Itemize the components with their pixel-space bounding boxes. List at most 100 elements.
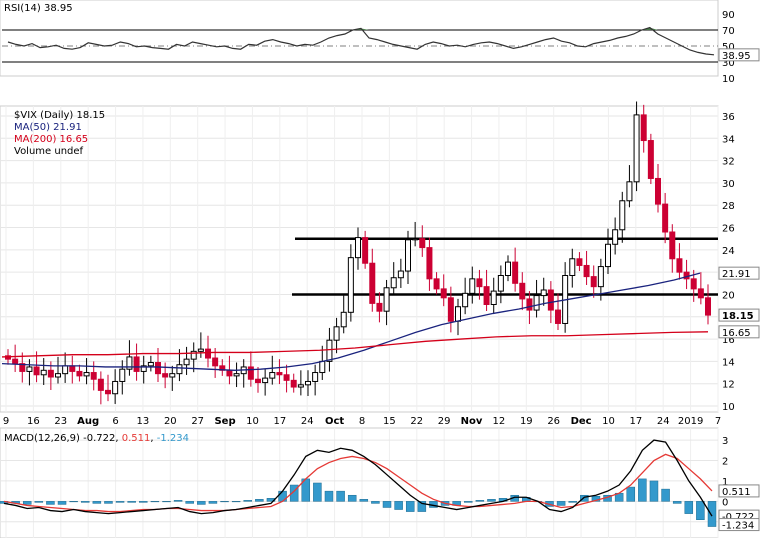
macd-hist-bar [139,501,148,503]
candle-body [397,270,404,279]
candle-body [62,365,69,375]
candle-body [269,372,276,379]
candle-body [69,365,76,372]
macd-plot [0,439,717,527]
candle-body [5,355,11,360]
candle-body [676,258,683,273]
price-tick-12: 12 [722,380,735,391]
x-tick-label: 24 [657,416,670,427]
macd-legend: MACD(12,26,9) -0.722, 0.511, -1.234 [4,433,189,444]
x-tick-label: 17 [273,416,286,427]
candle-body [383,287,390,312]
candle-body [55,373,61,378]
macd-hist-bar [162,501,171,503]
macd-hist-bar [57,501,67,505]
candle-body [505,261,511,277]
price-plot [1,101,718,405]
candle-body [462,292,469,308]
candle-body [376,302,383,312]
macd-hist-bar [92,501,102,504]
price-tick-16: 16 [722,335,735,346]
candle-body [126,356,133,370]
macd-hist-bar [278,490,287,502]
candle-body [105,389,111,395]
macd-hist-bar [487,499,496,502]
macd-hist-bar [464,501,473,503]
macd-hist-bar [394,501,403,510]
candle-body [12,358,19,365]
x-tick-label: 12 [493,416,506,427]
candle-body [140,365,147,372]
macd-hist-value-badge [718,518,760,532]
macd-hist-bar [197,501,206,505]
candle-body [447,297,454,322]
candle-body [176,364,183,375]
x-tick-label: 26 [547,416,560,427]
candle-body [419,238,426,249]
last-price-badge [718,308,760,322]
ma50-value-label: 21.91 [722,269,751,280]
candle-body [455,306,461,322]
macd-hist-bar [173,500,183,502]
macd-hist-bar [324,490,334,502]
x-tick-label: 10 [246,416,259,427]
price-tick-26: 26 [722,224,735,235]
macd-legend-hist: -1.234 [157,433,189,444]
macd-hist-bar [127,501,136,503]
candle-body [362,237,369,264]
price-tick-32: 32 [722,157,735,168]
candle-body [197,348,204,352]
candle-body [205,348,211,359]
candle-body [469,278,476,294]
candle-body [512,261,519,284]
macd-hist-bar [115,501,125,503]
candle-body [155,362,161,375]
macd-hist-bar [289,484,299,502]
candle-body [226,369,233,377]
x-tick-label: 2019 [678,416,703,427]
x-tick-label: 27 [191,416,204,427]
candle-body [655,177,661,205]
macd-hist-bar [649,480,659,502]
x-tick-label: 23 [54,416,67,427]
candle-body [119,368,126,382]
x-tick-label: Aug [77,416,99,427]
price-legend-ma200: MA(200) 16.65 [14,134,88,145]
x-tick-label: 8 [359,416,365,427]
x-tick-label: 20 [164,416,177,427]
candle-body [326,339,333,362]
macd-hist-bar [672,501,682,504]
candle-body [40,369,47,376]
macd-hist-bar [684,501,694,514]
price-tick-36: 36 [722,112,735,123]
candle-body [540,289,547,297]
x-tick-label: 13 [137,416,150,427]
candle-body [233,373,240,377]
candle-body [405,239,411,272]
macd-hist-bar [371,501,380,504]
x-tick-label: Oct [325,416,344,427]
candle-body [312,372,319,382]
rsi-plot [7,26,715,56]
candle-body [333,326,340,341]
candle-body [633,114,640,183]
candle-body [519,282,526,300]
x-tick-label: 6 [112,416,118,427]
candle-body [290,379,297,388]
candle-body [247,366,254,380]
macd-hist-bar [208,501,218,504]
candle-body [619,200,626,231]
macd-hist-bar [313,482,322,502]
macd-signal-value-label: 0.511 [722,487,751,498]
candle-body [169,373,176,378]
grid-layer [0,29,719,538]
candle-body [690,278,697,290]
candle-body [147,362,154,367]
macd-hist-bar [382,501,392,508]
candle-body [705,297,711,316]
macd-hist-bar [336,490,345,502]
macd-hist-bar [568,501,577,503]
rsi-panel [0,0,719,77]
